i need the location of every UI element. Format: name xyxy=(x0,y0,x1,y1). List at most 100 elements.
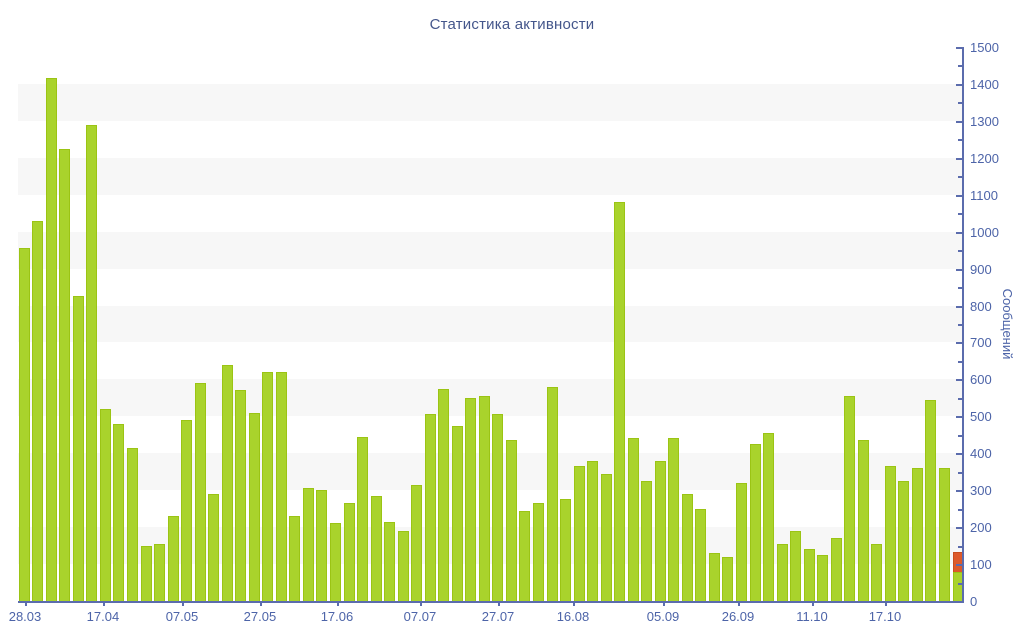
y-minor-tick xyxy=(958,434,962,437)
y-tick-label: 1400 xyxy=(970,76,999,92)
bar[interactable] xyxy=(194,383,206,601)
bar[interactable] xyxy=(140,545,152,601)
bar[interactable] xyxy=(803,549,815,601)
bar[interactable] xyxy=(113,423,125,601)
x-tick xyxy=(663,601,666,606)
bar[interactable] xyxy=(329,523,341,601)
bar[interactable] xyxy=(424,414,436,601)
bar[interactable] xyxy=(478,396,490,601)
bar[interactable] xyxy=(573,466,585,601)
bar[interactable] xyxy=(167,516,179,601)
bar[interactable] xyxy=(248,412,260,601)
bar[interactable] xyxy=(235,390,247,601)
bar[interactable] xyxy=(749,444,761,601)
bar[interactable] xyxy=(925,399,937,601)
bar[interactable] xyxy=(627,438,639,601)
x-tick xyxy=(811,601,814,606)
bar[interactable] xyxy=(18,248,30,601)
bar[interactable] xyxy=(181,420,193,601)
y-tick-label: 800 xyxy=(970,298,992,314)
y-minor-tick xyxy=(958,176,962,179)
bar[interactable] xyxy=(600,473,612,601)
bar[interactable] xyxy=(911,468,923,601)
bar[interactable] xyxy=(519,510,531,601)
bar[interactable] xyxy=(776,543,788,601)
y-minor-tick xyxy=(958,213,962,216)
bar[interactable] xyxy=(505,440,517,601)
bar[interactable] xyxy=(532,503,544,601)
bar[interactable] xyxy=(614,202,626,601)
y-tick-label: 700 xyxy=(970,335,992,351)
x-axis-line xyxy=(18,601,964,603)
bar[interactable] xyxy=(262,372,274,601)
y-minor-tick xyxy=(958,102,962,105)
y-tick-label: 1300 xyxy=(970,113,999,129)
bar[interactable] xyxy=(154,543,166,601)
bar[interactable] xyxy=(681,493,693,601)
y-minor-tick xyxy=(958,324,962,326)
x-tick xyxy=(419,601,422,606)
x-tick xyxy=(259,601,262,606)
bar[interactable] xyxy=(817,554,829,601)
y-major-tick xyxy=(956,564,962,567)
bar[interactable] xyxy=(492,414,504,601)
bar[interactable] xyxy=(384,521,396,601)
bar[interactable] xyxy=(59,148,71,601)
bar[interactable] xyxy=(465,397,477,601)
bar[interactable] xyxy=(695,508,707,601)
bar[interactable] xyxy=(654,460,666,601)
y-tick-label: 400 xyxy=(970,446,992,462)
x-tick xyxy=(181,601,184,606)
bar[interactable] xyxy=(560,499,572,601)
y-tick-label: 900 xyxy=(970,261,992,277)
bar[interactable] xyxy=(45,78,57,601)
y-minor-tick xyxy=(958,582,962,585)
y-minor-tick xyxy=(958,250,962,253)
bar[interactable] xyxy=(884,466,896,601)
y-major-tick xyxy=(956,194,962,197)
bar[interactable] xyxy=(844,396,856,601)
bar[interactable] xyxy=(289,516,301,601)
x-tick-label: 11.10 xyxy=(796,609,828,624)
bar[interactable] xyxy=(668,438,680,601)
bar[interactable] xyxy=(397,530,409,601)
y-tick-label: 1000 xyxy=(970,224,999,240)
bar[interactable] xyxy=(411,484,423,601)
bar[interactable] xyxy=(32,220,44,601)
bar[interactable] xyxy=(763,432,775,601)
bar[interactable] xyxy=(370,495,382,601)
bar[interactable] xyxy=(898,480,910,601)
y-minor-tick xyxy=(958,65,962,68)
bar[interactable] xyxy=(343,503,355,601)
x-tick-label: 17.10 xyxy=(868,609,902,624)
y-major-tick xyxy=(956,342,962,345)
grid-band xyxy=(18,453,962,491)
bar[interactable] xyxy=(708,552,720,601)
bar[interactable] xyxy=(438,388,450,601)
bar[interactable] xyxy=(208,493,220,601)
bar[interactable] xyxy=(938,468,950,601)
bar[interactable] xyxy=(316,490,328,601)
bar[interactable] xyxy=(451,425,463,601)
bar[interactable] xyxy=(72,296,84,601)
x-tick xyxy=(498,601,501,606)
bar[interactable] xyxy=(126,447,138,601)
bar[interactable] xyxy=(722,556,734,601)
bar[interactable] xyxy=(221,364,233,601)
bar[interactable] xyxy=(275,372,287,601)
bar[interactable] xyxy=(641,480,653,601)
bar[interactable] xyxy=(587,460,599,601)
bar[interactable] xyxy=(357,436,369,601)
bar[interactable] xyxy=(86,124,98,601)
bar[interactable] xyxy=(99,408,111,601)
bar[interactable] xyxy=(302,488,314,601)
y-major-tick xyxy=(956,490,962,493)
bar[interactable] xyxy=(546,386,558,601)
bar[interactable] xyxy=(735,482,747,601)
bar[interactable] xyxy=(830,538,842,601)
bar[interactable] xyxy=(790,530,802,601)
bar[interactable] xyxy=(871,543,883,601)
x-tick-label: 07.05 xyxy=(165,609,199,624)
bar[interactable] xyxy=(857,440,869,601)
x-tick xyxy=(737,601,740,606)
